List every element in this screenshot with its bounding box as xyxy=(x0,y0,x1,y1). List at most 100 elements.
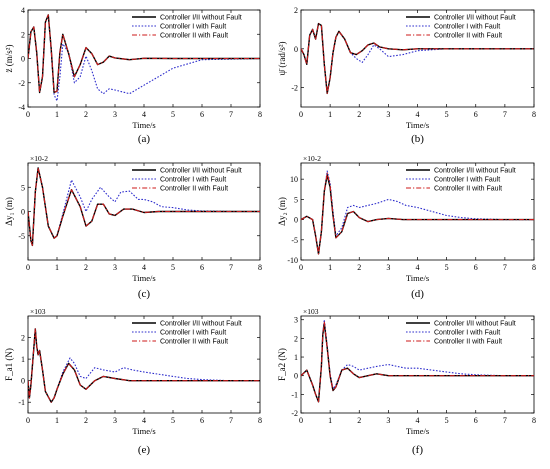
x-tick-label: 7 xyxy=(229,263,233,272)
legend-entry: Controller I with Fault xyxy=(160,177,226,184)
legend-entry: Controller I/II without Fault xyxy=(160,15,242,22)
y-tick-label: 0 xyxy=(294,45,298,54)
x-tick-label: 7 xyxy=(503,110,507,119)
series-line-controller-ii-fault xyxy=(301,23,534,94)
x-tick-label: 3 xyxy=(113,110,117,119)
x-tick-label: 4 xyxy=(142,416,146,425)
y-axis-label: z̈ (m/s²) xyxy=(4,45,14,73)
x-tick-label: 3 xyxy=(113,263,117,272)
x-tick-label: 1 xyxy=(328,110,332,119)
x-tick-label: 5 xyxy=(171,416,175,425)
series-line-controller-ii-fault xyxy=(301,172,534,255)
y-tick-label: 10 xyxy=(290,175,298,184)
y-axis-label: F_a1 (N) xyxy=(4,348,14,381)
legend-entry: Controller I with Fault xyxy=(434,24,500,31)
x-tick-label: 5 xyxy=(171,263,175,272)
x-tick-label: 3 xyxy=(113,416,117,425)
x-tick-label: 1 xyxy=(55,263,59,272)
panel-caption: (d) xyxy=(411,288,424,300)
panel-c: 0 1 2 3 4 5 6 7 8 -5 0 5 ×10-2 Controller I/II withou… xyxy=(4,154,262,300)
panel-caption: (f) xyxy=(412,444,423,456)
x-tick-label: 1 xyxy=(55,416,59,425)
legend-entry: Controller I/II without Fault xyxy=(434,15,516,22)
y-tick-label: -1 xyxy=(291,390,298,399)
x-tick-label: 6 xyxy=(200,263,204,272)
x-tick-label: 0 xyxy=(26,416,30,425)
legend-entry: Controller I/II without Fault xyxy=(160,321,242,328)
y-tick-label: -2 xyxy=(18,79,25,88)
legend-entry: Controller II with Fault xyxy=(434,33,502,40)
legend-entry: Controller I with Fault xyxy=(160,330,226,337)
y-tick-label: 5 xyxy=(21,183,25,192)
legend-entry: Controller I with Fault xyxy=(434,177,500,184)
x-tick-label: 4 xyxy=(416,110,420,119)
series-line-controller-i-fault xyxy=(301,319,534,403)
y-tick-label: -4 xyxy=(18,103,25,112)
legend-entry: Controller II with Fault xyxy=(434,339,502,346)
x-tick-label: 2 xyxy=(84,416,88,425)
x-tick-label: 2 xyxy=(357,110,361,119)
series-line-controller-ii-fault xyxy=(28,328,260,403)
x-tick-label: 8 xyxy=(532,263,536,272)
x-tick-label: 7 xyxy=(503,416,507,425)
y-tick-label: 0 xyxy=(294,216,298,225)
x-tick-label: 6 xyxy=(200,416,204,425)
series-line-controller-i-fault xyxy=(301,170,534,255)
series-line-controller-ii-fault xyxy=(28,167,260,246)
x-axis-label: Time/s xyxy=(406,120,429,130)
legend-entry: Controller I/II without Fault xyxy=(434,168,516,175)
x-tick-label: 6 xyxy=(474,416,478,425)
y-tick-label: 3 xyxy=(294,316,298,325)
y-tick-label: 5 xyxy=(294,195,298,204)
panel-d: 0 1 2 3 4 5 6 7 8 -10 -5 0 5 10 ×10-2 Controller I/II w… xyxy=(277,154,536,300)
x-tick-label: 7 xyxy=(229,416,233,425)
legend-entry: Controller II with Fault xyxy=(160,186,228,193)
x-axis-label: Time/s xyxy=(406,426,429,436)
y-tick-label: -5 xyxy=(291,236,298,245)
y-tick-label: 1 xyxy=(294,353,298,362)
x-tick-label: 0 xyxy=(299,416,303,425)
x-tick-label: 2 xyxy=(84,263,88,272)
x-tick-label: 1 xyxy=(328,263,332,272)
x-tick-label: 8 xyxy=(258,416,262,425)
x-tick-label: 7 xyxy=(503,263,507,272)
x-tick-label: 8 xyxy=(532,416,536,425)
x-tick-label: 5 xyxy=(445,416,449,425)
y-axis-label: F_a2 (N) xyxy=(277,348,287,381)
y-tick-label: 0 xyxy=(21,208,25,217)
panel-caption: (a) xyxy=(138,133,151,145)
x-tick-label: 0 xyxy=(299,263,303,272)
panel-b: 0 1 2 3 4 5 6 7 8 -2 0 2 Controller I/II without Fau… xyxy=(277,6,536,145)
y-tick-label: 4 xyxy=(21,6,25,15)
x-tick-label: 2 xyxy=(357,263,361,272)
x-axis-label: Time/s xyxy=(132,273,155,283)
x-tick-label: 8 xyxy=(258,110,262,119)
x-tick-label: 3 xyxy=(386,416,390,425)
x-axis-label: Time/s xyxy=(132,426,155,436)
x-tick-label: 1 xyxy=(328,416,332,425)
x-tick-label: 8 xyxy=(258,263,262,272)
y-tick-label: 2 xyxy=(21,30,25,39)
x-tick-label: 6 xyxy=(200,110,204,119)
x-tick-label: 4 xyxy=(416,263,420,272)
x-axis-label: Time/s xyxy=(406,273,429,283)
panel-caption: (b) xyxy=(411,133,424,145)
x-axis-label: Time/s xyxy=(132,120,155,130)
y-tick-label: 0 xyxy=(21,377,25,386)
x-tick-label: 2 xyxy=(84,110,88,119)
x-tick-label: 0 xyxy=(26,110,30,119)
x-tick-label: 4 xyxy=(416,416,420,425)
x-tick-label: 4 xyxy=(142,263,146,272)
panel-caption: (c) xyxy=(138,288,151,300)
y-axis-label: Δy₁ (m) xyxy=(4,197,14,226)
legend-entry: Controller I/II without Fault xyxy=(434,321,516,328)
y-tick-label: 2 xyxy=(21,334,25,343)
y-axis-label: Δy₂ (m) xyxy=(277,197,287,226)
y-axis-label: ψ̈ (rad/s²) xyxy=(277,41,287,75)
series-line-controller-ii-fault xyxy=(301,321,534,403)
panel-f: 0 1 2 3 4 5 6 7 8 -2 -1 0 1 2 3 ×103 Controller I/II wit… xyxy=(277,307,536,456)
y-tick-label: -2 xyxy=(291,84,298,93)
y-tick-label: 2 xyxy=(294,6,298,15)
x-tick-label: 3 xyxy=(386,263,390,272)
